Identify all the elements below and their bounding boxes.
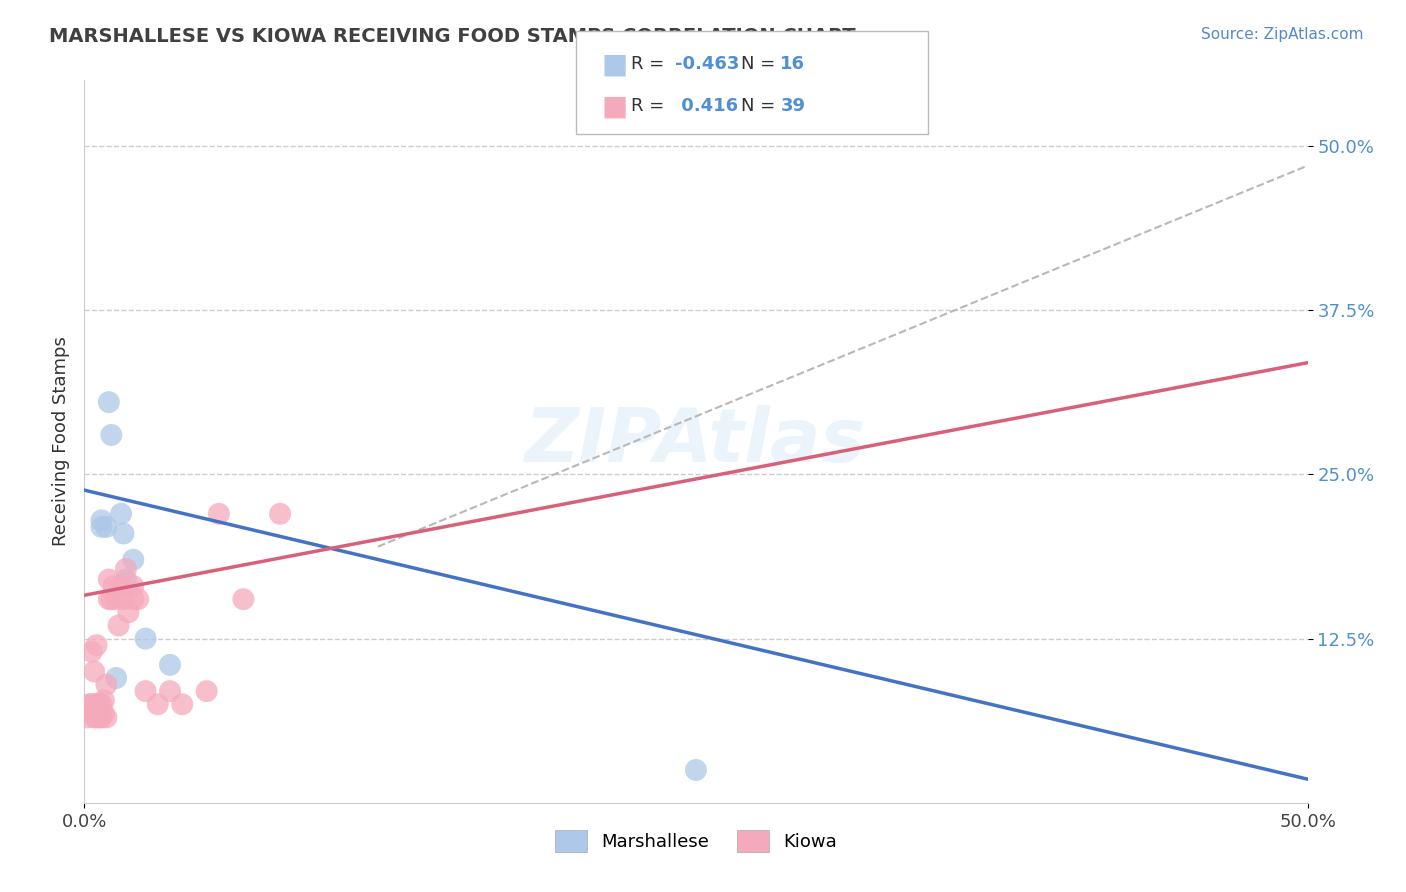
Point [83,698,105,712]
Point [110,507,132,521]
Point [122,553,145,567]
Point [103,579,125,593]
Point [76,710,98,724]
Point [97,395,120,409]
Point [87,710,110,724]
Text: 39: 39 [780,97,806,115]
Point [127,592,149,607]
Point [112,592,135,607]
Point [97,573,120,587]
Point [122,579,145,593]
Text: R =: R = [631,97,671,115]
Point [96,710,118,724]
Point [97,592,120,607]
Point [685,763,707,777]
Text: MARSHALLESE VS KIOWA RECEIVING FOOD STAMPS CORRELATION CHART: MARSHALLESE VS KIOWA RECEIVING FOOD STAM… [49,27,856,45]
Point [112,526,135,541]
Point [77,704,100,718]
Point [83,710,105,724]
Point [100,428,122,442]
Point [93,693,115,707]
Point [90,710,112,724]
Point [96,520,118,534]
Point [90,698,112,712]
Point [100,592,122,607]
Text: 0.416: 0.416 [675,97,738,115]
Text: R =: R = [631,55,671,73]
Point [110,579,132,593]
Point [135,632,157,646]
Point [105,671,128,685]
Point [135,684,157,698]
Text: N =: N = [741,97,780,115]
Point [117,605,139,619]
Point [87,698,110,712]
Point [80,645,103,659]
Point [77,698,100,712]
Point [115,562,138,576]
Point [115,573,138,587]
Point [86,710,108,724]
Point [90,520,112,534]
Point [232,592,254,607]
Text: Source: ZipAtlas.com: Source: ZipAtlas.com [1201,27,1364,42]
Point [80,698,103,712]
Text: -0.463: -0.463 [675,55,740,73]
Point [105,592,128,607]
Y-axis label: Receiving Food Stamps: Receiving Food Stamps [52,336,70,547]
Point [107,618,129,632]
Point [83,698,105,712]
Legend: Marshallese, Kiowa: Marshallese, Kiowa [547,822,845,859]
Text: ZIPAtlas: ZIPAtlas [526,405,866,478]
Text: N =: N = [741,55,780,73]
Point [87,698,110,712]
Point [159,657,181,672]
Point [195,684,218,698]
Point [269,507,291,521]
Point [172,698,194,712]
Text: ■: ■ [602,92,628,120]
Point [208,507,231,521]
Point [122,592,145,607]
Point [86,638,108,652]
Point [93,706,115,721]
Point [90,513,112,527]
Point [146,698,169,712]
Text: 16: 16 [780,55,806,73]
Point [96,677,118,691]
Point [83,665,105,679]
Point [80,704,103,718]
Text: ■: ■ [602,50,628,78]
Point [159,684,181,698]
